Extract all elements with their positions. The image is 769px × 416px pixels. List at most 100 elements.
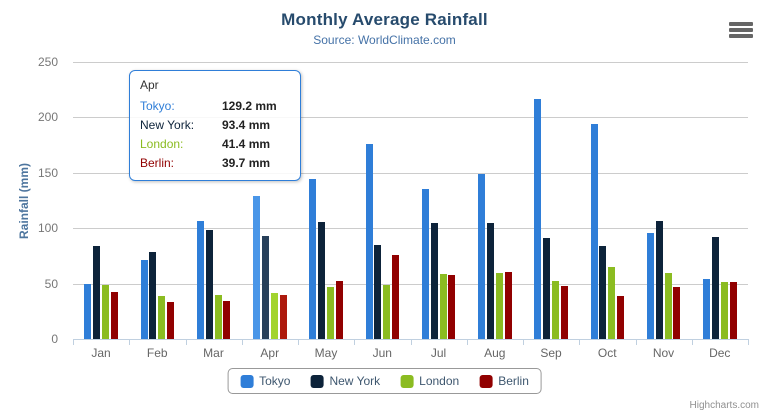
gridline-150 [73,172,748,174]
tooltip-series-value: 93.4 mm [222,118,271,132]
hamburger-menu-icon[interactable] [729,20,753,40]
column-london-feb[interactable] [158,296,166,339]
column-berlin-apr[interactable] [279,295,287,339]
column-berlin-mar[interactable] [223,300,231,339]
tooltip-series-value: 41.4 mm [222,137,271,151]
legend-item-new-york[interactable]: New York [310,374,380,388]
column-london-dec[interactable] [720,282,728,339]
x-axis-label-feb: Feb [146,346,168,360]
tooltip-series-label: New York: [140,118,195,132]
x-axis-tick [73,339,74,345]
column-tokyo-may[interactable] [309,179,317,339]
tooltip-row-newyork: New York: 93.4 mm [140,116,290,135]
column-new-york-dec[interactable] [711,236,719,339]
legend-item-berlin[interactable]: Berlin [479,374,529,388]
column-berlin-may[interactable] [335,280,343,339]
column-berlin-jan[interactable] [110,292,118,339]
column-berlin-jul[interactable] [448,275,456,339]
column-new-york-oct[interactable] [599,246,607,339]
column-berlin-dec[interactable] [729,282,737,339]
tooltip-series-label: Berlin: [140,156,175,170]
x-axis-label-may: May [314,346,338,360]
legend-symbol-icon [310,374,324,388]
gridline-250 [73,62,748,63]
column-new-york-may[interactable] [318,221,326,339]
legend-label: London [419,374,460,388]
tooltip-series-label: London: [140,137,184,151]
tooltip-row-tokyo: Tokyo: 129.2 mm [140,97,290,116]
column-tokyo-jan[interactable] [84,283,92,339]
tooltip: Apr Tokyo: 129.2 mm New York: 93.4 mm London… [129,70,301,181]
column-london-mar[interactable] [214,295,222,339]
y-axis-title: Rainfall (mm) [17,163,31,240]
column-new-york-feb[interactable] [149,251,157,339]
x-axis-tick [241,339,243,345]
column-london-may[interactable] [327,286,335,339]
column-tokyo-nov[interactable] [646,233,654,339]
column-london-jun[interactable] [383,285,391,339]
x-axis-label-apr: Apr [260,346,280,360]
y-axis-label: 0 [51,332,58,346]
x-axis-tick [523,339,524,345]
legend-symbol-icon [479,374,493,388]
x-axis-tick [185,339,187,345]
column-new-york-sep[interactable] [543,237,551,339]
column-berlin-feb[interactable] [167,302,175,339]
x-axis-label-oct: Oct [597,346,617,360]
column-new-york-jan[interactable] [93,246,101,339]
column-berlin-sep[interactable] [560,286,568,339]
column-new-york-mar[interactable] [205,229,213,339]
column-new-york-nov[interactable] [655,220,663,339]
tooltip-header: Apr [140,78,159,92]
page-title: Monthly Average Rainfall [281,10,488,29]
column-berlin-oct[interactable] [617,295,625,339]
x-axis-label-mar: Mar [203,346,224,360]
column-berlin-nov[interactable] [673,287,681,339]
legend-item-tokyo[interactable]: Tokyo [240,374,290,388]
y-axis-label: 50 [44,276,58,291]
x-axis-label-jan: Jan [91,346,111,360]
legend-symbol-icon [240,374,254,388]
chart-subtitle: Source: WorldClimate.com [313,33,456,47]
credits-link[interactable]: Highcharts.com [689,400,759,411]
column-tokyo-dec[interactable] [703,278,711,339]
column-london-apr[interactable] [270,293,278,339]
x-axis-tick [579,339,581,345]
tooltip-row-berlin: Berlin: 39.7 mm [140,154,290,173]
gridline-50 [73,283,748,285]
column-new-york-apr[interactable] [261,235,269,339]
tooltip-series-value: 39.7 mm [222,156,271,170]
x-axis-label-aug: Aug [484,346,506,360]
legend-item-london[interactable]: London [400,374,459,388]
y-axis-label: 150 [37,165,58,180]
column-london-jan[interactable] [102,284,110,339]
legend: Tokyo New York London Berlin [227,368,542,394]
x-axis-tick [691,339,693,345]
column-new-york-jun[interactable] [374,245,382,339]
column-tokyo-apr[interactable] [253,195,261,339]
column-tokyo-feb[interactable] [140,259,148,339]
column-new-york-jul[interactable] [430,222,438,339]
column-tokyo-oct[interactable] [590,123,598,339]
x-axis-tick [354,339,356,345]
column-berlin-jun[interactable] [392,255,400,339]
x-axis-label-dec: Dec [709,346,731,360]
gridline-200 [73,117,748,119]
column-tokyo-mar[interactable] [196,221,204,339]
column-berlin-aug[interactable] [504,272,512,339]
column-tokyo-sep[interactable] [534,99,542,339]
column-london-nov[interactable] [664,273,672,339]
x-axis-tick [410,339,412,345]
x-axis-tick [635,339,637,345]
column-london-sep[interactable] [552,280,560,339]
column-new-york-aug[interactable] [486,223,494,339]
column-tokyo-aug[interactable] [478,174,486,339]
column-london-jul[interactable] [439,273,447,339]
column-tokyo-jun[interactable] [365,143,373,339]
x-axis-tick [129,339,131,345]
column-london-oct[interactable] [608,266,616,339]
column-london-aug[interactable] [495,272,503,339]
tooltip-row-london: London: 41.4 mm [140,135,290,154]
tooltip-series-label: Tokyo: [140,99,175,113]
column-tokyo-jul[interactable] [421,188,429,339]
